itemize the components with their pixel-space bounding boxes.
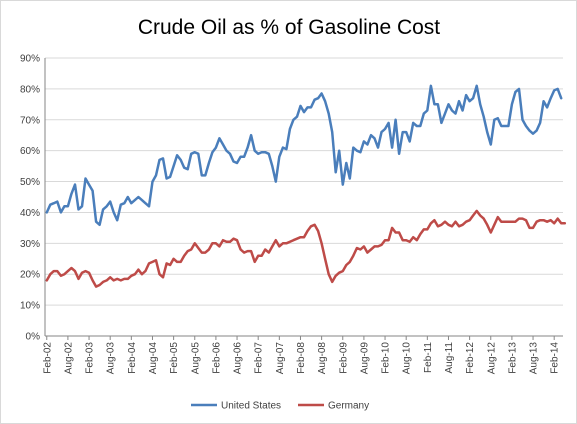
x-tick-label: Feb-14 bbox=[550, 342, 561, 374]
x-tick-label: Feb-06 bbox=[211, 342, 222, 374]
y-tick-label: 50% bbox=[20, 177, 40, 188]
x-tick-label: Aug-03 bbox=[106, 342, 117, 375]
x-tick-label: Aug-08 bbox=[317, 342, 328, 375]
x-tick-label: Feb-12 bbox=[465, 342, 476, 374]
y-tick-label: 10% bbox=[20, 301, 40, 312]
y-tick-label: 90% bbox=[20, 54, 40, 65]
x-tick-label: Feb-13 bbox=[507, 342, 518, 374]
legend-label: Germany bbox=[328, 401, 369, 412]
x-tick-label: Feb-10 bbox=[381, 342, 392, 374]
x-tick-label: Feb-04 bbox=[127, 342, 138, 374]
y-tick-label: 20% bbox=[20, 270, 40, 281]
y-tick-label: 70% bbox=[20, 115, 40, 126]
series-line-germany bbox=[45, 209, 567, 288]
series-lines bbox=[45, 84, 567, 288]
x-tick-label: Aug-12 bbox=[486, 342, 497, 375]
x-tick-label: Feb-11 bbox=[423, 342, 434, 373]
x-tick-label: Aug-06 bbox=[233, 342, 244, 375]
x-tick-label: Feb-03 bbox=[85, 342, 96, 374]
x-tick-label: Feb-02 bbox=[42, 342, 53, 374]
x-tick-label: Aug-10 bbox=[402, 342, 413, 375]
x-tick-label: Aug-09 bbox=[359, 342, 370, 375]
x-tick-label: Aug-13 bbox=[529, 342, 540, 375]
x-tick-label: Feb-07 bbox=[254, 342, 265, 374]
legend-label: United States bbox=[221, 401, 281, 412]
y-tick-label: 40% bbox=[20, 208, 40, 219]
y-tick-label: 30% bbox=[20, 239, 40, 250]
axes: 0% 10% 20% 30% 40% 50% 60% 70% 80% 90% Feb-02 Aug-0… bbox=[20, 54, 563, 375]
y-tick-label: 0% bbox=[26, 332, 41, 343]
x-tick-label: Aug-07 bbox=[275, 342, 286, 375]
y-tick-label: 80% bbox=[20, 84, 40, 95]
x-tick-label: Aug-05 bbox=[190, 342, 201, 375]
x-tick-label: Feb-08 bbox=[296, 342, 307, 374]
x-tick-label: Feb-09 bbox=[338, 342, 349, 374]
x-tick-label: Aug-02 bbox=[63, 342, 74, 375]
legend: United States Germany bbox=[191, 401, 369, 412]
series-line-united-states bbox=[45, 84, 563, 227]
x-tick-label: Aug-04 bbox=[148, 342, 159, 375]
gridlines bbox=[45, 57, 563, 306]
chart-title: Crude Oil as % of Gasoline Cost bbox=[138, 16, 440, 39]
y-tick-label: 60% bbox=[20, 146, 40, 157]
x-tick-label: Aug-11 bbox=[444, 342, 455, 374]
x-tick-label: Feb-05 bbox=[169, 342, 180, 374]
